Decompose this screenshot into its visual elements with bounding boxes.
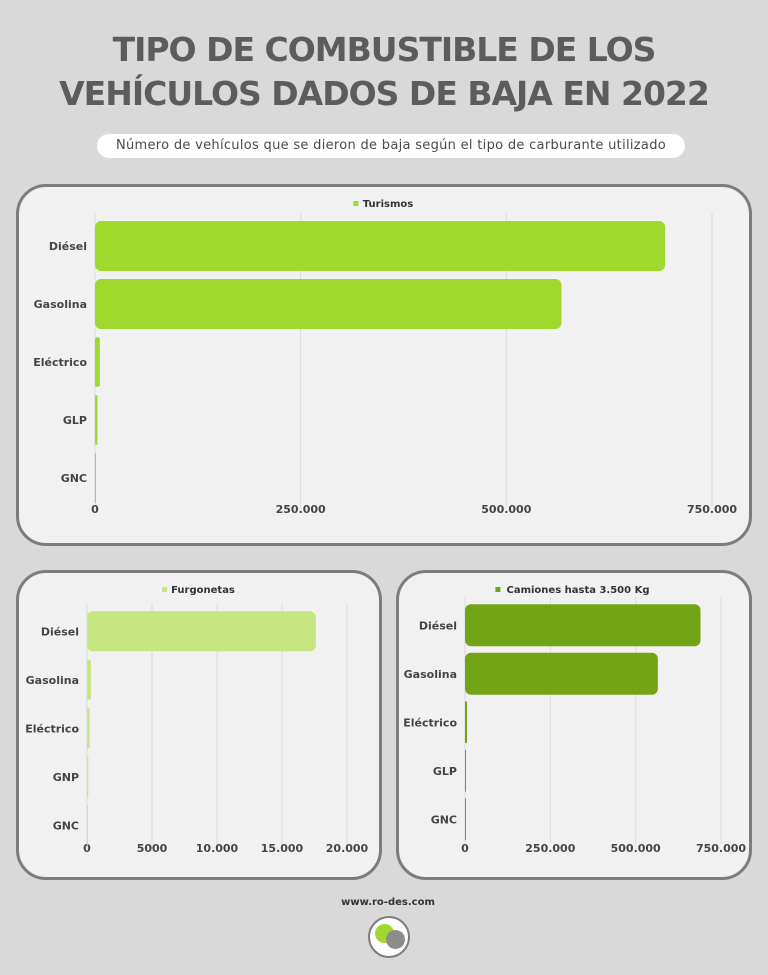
furgonetas-x-tick-label: 0 bbox=[83, 842, 91, 855]
furgonetas-category-label: Eléctrico bbox=[25, 722, 79, 735]
footer-url[interactable]: www.ro-des.com bbox=[341, 897, 435, 908]
turismos-legend-swatch bbox=[353, 201, 359, 206]
furgonetas-x-tick-label: 20.000 bbox=[326, 842, 369, 855]
furgonetas-bar-1 bbox=[87, 659, 91, 700]
turismos-x-tick-label: 0 bbox=[91, 503, 99, 516]
turismos-bar-0 bbox=[95, 221, 666, 271]
camiones-category-label: Eléctrico bbox=[403, 716, 457, 729]
furgonetas-legend-swatch bbox=[162, 587, 167, 592]
chart-camiones: 0 250.000 500.000 750.000 Camiones hasta 3.5… bbox=[403, 585, 746, 855]
camiones-category-label: Diésel bbox=[419, 619, 457, 632]
turismos-category-label: Diésel bbox=[49, 240, 87, 253]
turismos-x-tick-label: 500.000 bbox=[481, 503, 531, 516]
turismos-x-tick-label: 750.000 bbox=[687, 503, 737, 516]
turismos-category-label: GLP bbox=[63, 414, 87, 427]
chart-panel-turismos: 0 250.000 500.000 750.000 Turismos Diésel Gaso… bbox=[16, 184, 752, 546]
furgonetas-category-label: Gasolina bbox=[26, 674, 79, 687]
camiones-bar-0 bbox=[465, 604, 701, 647]
turismos-bar-1 bbox=[95, 279, 562, 329]
page-title: TIPO DE COMBUSTIBLE DE LOS VEHÍCULOS DAD… bbox=[0, 28, 768, 116]
furgonetas-legend: Furgonetas bbox=[162, 585, 235, 596]
turismos-category-label: GNC bbox=[61, 472, 87, 485]
furgonetas-category-label: GNP bbox=[53, 771, 79, 784]
turismos-bar-2 bbox=[95, 337, 100, 387]
chart-furgonetas: 0 5000 10.000 15.000 20.000 Furgonetas Diésel G… bbox=[25, 585, 369, 855]
camiones-x-tick-label: 250.000 bbox=[525, 842, 575, 855]
furgonetas-bar-0 bbox=[87, 611, 316, 652]
furgonetas-category-label: Diésel bbox=[41, 625, 79, 638]
subtitle: Número de vehículos que se dieron de baj… bbox=[97, 134, 685, 158]
title-line-2: VEHÍCULOS DADOS DE BAJA EN 2022 bbox=[59, 74, 710, 113]
turismos-x-tick-label: 250.000 bbox=[276, 503, 326, 516]
camiones-bar-4 bbox=[465, 798, 466, 841]
camiones-bar-1 bbox=[465, 652, 658, 695]
furgonetas-category-label: GNC bbox=[53, 819, 79, 832]
turismos-category-label: Gasolina bbox=[34, 298, 87, 311]
camiones-category-label: Gasolina bbox=[404, 668, 457, 681]
furgonetas-x-tick-label: 10.000 bbox=[196, 842, 239, 855]
furgonetas-bar-2 bbox=[87, 708, 90, 749]
camiones-legend-label: Camiones hasta 3.500 Kg bbox=[507, 585, 650, 596]
furgonetas-x-tick-label: 15.000 bbox=[261, 842, 304, 855]
furgonetas-x-tick-label: 5000 bbox=[137, 842, 168, 855]
camiones-x-tick-label: 500.000 bbox=[611, 842, 661, 855]
logo-icon bbox=[368, 916, 410, 958]
turismos-bar-3 bbox=[95, 395, 98, 445]
turismos-category-label: Eléctrico bbox=[33, 356, 87, 369]
camiones-legend: Camiones hasta 3.500 Kg bbox=[495, 585, 650, 596]
camiones-bar-2 bbox=[465, 701, 468, 744]
turismos-legend-label: Turismos bbox=[363, 199, 413, 210]
chart-panel-camiones: 0 250.000 500.000 750.000 Camiones hasta 3.5… bbox=[396, 570, 752, 880]
camiones-bar-3 bbox=[465, 749, 467, 792]
title-line-1: TIPO DE COMBUSTIBLE DE LOS bbox=[112, 30, 657, 69]
furgonetas-legend-label: Furgonetas bbox=[171, 585, 235, 596]
camiones-x-tick-label: 0 bbox=[461, 842, 469, 855]
camiones-x-tick-label: 750.000 bbox=[696, 842, 746, 855]
chart-panel-furgonetas: 0 5000 10.000 15.000 20.000 Furgonetas Diésel G… bbox=[16, 570, 382, 880]
chart-turismos: 0 250.000 500.000 750.000 Turismos Diésel Gaso… bbox=[33, 199, 737, 516]
turismos-legend: Turismos bbox=[353, 199, 413, 210]
camiones-category-label: GNC bbox=[431, 813, 457, 826]
camiones-category-label: GLP bbox=[433, 765, 457, 778]
furgonetas-bar-3 bbox=[87, 756, 89, 797]
turismos-bar-4 bbox=[95, 453, 96, 503]
camiones-legend-swatch bbox=[495, 587, 501, 592]
furgonetas-bar-4 bbox=[87, 805, 88, 846]
